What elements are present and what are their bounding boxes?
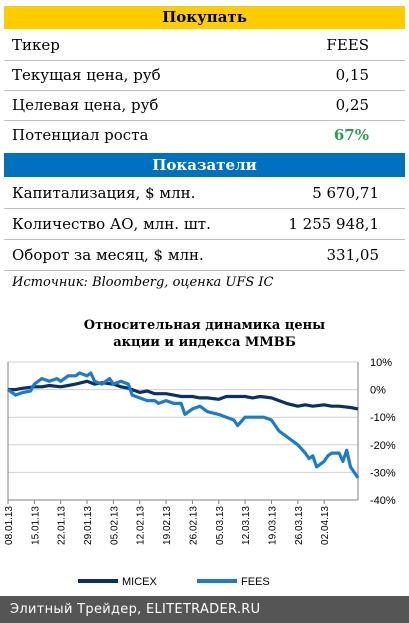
chart-title-line-1: Относительная динамика цены xyxy=(83,318,326,333)
row-upside: Потенциал роста 67% xyxy=(4,120,405,150)
x-tick-label: 29.01.13 xyxy=(83,506,94,545)
row-turnover: Оборот за месяц, $ млн. 331,05 xyxy=(4,240,405,271)
footer-brand: Элитный Трейдер, ELITETRADER.RU xyxy=(0,596,409,623)
row-target-price: Целевая цена, руб 0,25 xyxy=(4,90,405,121)
row-value: 0,25 xyxy=(335,96,369,114)
row-current-price: Текущая цена, руб 0,15 xyxy=(4,60,405,91)
x-tick-label: 22.01.13 xyxy=(57,506,68,545)
row-label: Потенциал роста xyxy=(12,126,149,144)
x-tick-label: 02.04.13 xyxy=(320,506,331,545)
y-tick-label: -10% xyxy=(370,412,396,424)
y-tick-label: 0% xyxy=(370,385,386,397)
row-label: Оборот за месяц, $ млн. xyxy=(12,246,204,264)
rating-header: Покупать xyxy=(4,6,405,29)
legend-label: FEES xyxy=(241,576,270,588)
chart-title-line-2: акции и индекса ММВБ xyxy=(113,335,296,350)
source-note: Источник: Bloomberg, оценка UFS IC xyxy=(12,275,274,290)
row-shares: Количество АО, млн. шт. 1 255 948,1 xyxy=(4,209,405,240)
row-label: Капитализация, $ млн. xyxy=(12,184,196,202)
x-tick-label: 05.03.13 xyxy=(215,506,226,545)
x-tick-label: 26.03.13 xyxy=(294,506,305,545)
section-header: Показатели xyxy=(4,153,405,177)
y-tick-label: -20% xyxy=(370,440,396,452)
row-value-highlight: 67% xyxy=(333,126,369,144)
x-tick-label: 12.03.13 xyxy=(241,506,252,545)
row-value: 331,05 xyxy=(326,246,380,264)
line-chart: 10% 0% -10% -20% -30% -40% 08.01.13 15.01.13 22.… xyxy=(4,357,396,588)
y-tick-label: -30% xyxy=(370,467,396,479)
row-label: Целевая цена, руб xyxy=(12,96,159,114)
x-tick-label: 05.02.13 xyxy=(109,506,120,545)
series-line-fees xyxy=(7,371,360,479)
row-label: Количество АО, млн. шт. xyxy=(12,215,211,233)
x-tick-label: 26.02.13 xyxy=(188,506,199,545)
row-value: FEES xyxy=(326,36,369,54)
row-ticker: Тикер FEES xyxy=(4,30,405,61)
row-label: Текущая цена, руб xyxy=(12,66,161,84)
legend-label: MICEX xyxy=(122,576,158,588)
row-capitalization: Капитализация, $ млн. 5 670,71 xyxy=(4,178,405,209)
x-tick-label: 08.01.13 xyxy=(4,506,15,545)
row-value: 0,15 xyxy=(335,66,369,84)
series-line-micex xyxy=(8,379,359,411)
row-value: 1 255 948,1 xyxy=(288,215,379,233)
x-tick-label: 19.02.13 xyxy=(162,506,173,545)
x-tick-label: 15.01.13 xyxy=(30,506,41,545)
row-label: Тикер xyxy=(12,36,60,54)
row-value: 5 670,71 xyxy=(312,184,379,202)
y-tick-label: 10% xyxy=(370,357,392,369)
y-tick-label: -40% xyxy=(370,495,396,507)
x-tick-label: 12.02.13 xyxy=(136,506,147,545)
x-tick-label: 19.03.13 xyxy=(267,506,278,545)
